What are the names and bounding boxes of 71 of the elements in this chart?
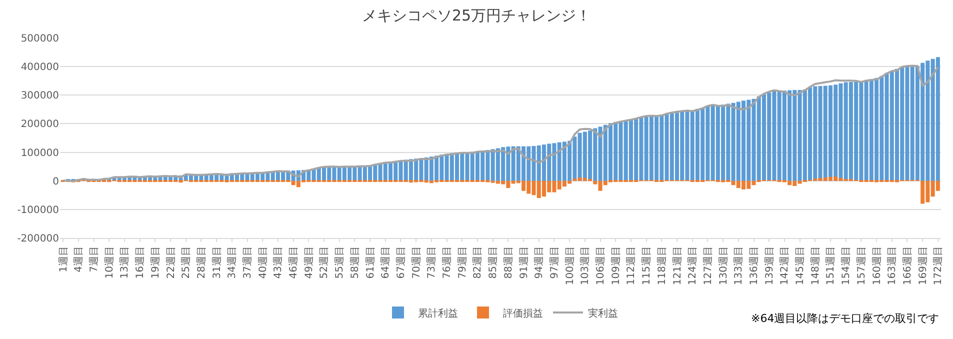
- x-tick-label: 49週目: [304, 246, 315, 279]
- x-tick-label: 139週目: [764, 246, 776, 286]
- y-tick-label: -200000: [17, 234, 59, 244]
- x-tick-label: 70週目: [411, 246, 422, 279]
- legend-label: 評価損益: [503, 307, 543, 320]
- x-tick-label: 163週目: [887, 246, 898, 286]
- chart-title: メキシコペソ25万円チャレンジ！: [362, 6, 592, 25]
- x-tick-label: 160週目: [872, 246, 883, 286]
- x-tick-label: 94週目: [534, 246, 546, 279]
- x-tick-label: 91週目: [518, 246, 530, 279]
- legend-label: 実利益: [588, 307, 618, 320]
- x-tick-label: 58週目: [350, 246, 361, 279]
- x-tick-label: 46週目: [288, 246, 300, 279]
- x-tick-label: 166週目: [902, 246, 914, 286]
- x-tick-label: 118週目: [656, 246, 668, 286]
- x-tick-label: 148週目: [810, 246, 822, 286]
- x-tick-label: 76週目: [442, 246, 454, 279]
- x-tick-label: 115週目: [642, 246, 653, 286]
- legend-label: 累計利益: [418, 307, 458, 320]
- x-tick-label: 22週目: [166, 246, 177, 279]
- y-tick-label: 100000: [20, 148, 59, 159]
- x-tick-label: 67週目: [396, 246, 407, 279]
- x-tick-label: 19週目: [150, 246, 162, 279]
- x-tick-label: 157週目: [856, 246, 868, 286]
- x-tick-label: 1週目: [58, 246, 70, 272]
- y-tick-label: 500000: [20, 34, 59, 44]
- x-tick-label: 112週目: [626, 246, 638, 286]
- x-tick-label: 136週目: [749, 246, 760, 286]
- y-tick-label: 200000: [20, 119, 59, 130]
- x-tick-label: 133週目: [734, 246, 745, 286]
- x-tick-label: 55週目: [334, 246, 346, 279]
- x-tick-label: 97週目: [549, 246, 560, 279]
- text: ※64週目以降はデモ口座での取引です: [751, 312, 940, 325]
- x-tick-label: 154週目: [841, 246, 852, 286]
- x-tick-label: 31週目: [212, 246, 223, 279]
- x-tick-label: 37週目: [242, 246, 254, 279]
- x-tick-label: 127週目: [702, 246, 714, 286]
- x-tick-label: 16週目: [135, 246, 146, 279]
- x-tick-label: 124週目: [688, 246, 699, 286]
- x-tick-label: 142週目: [780, 246, 791, 286]
- x-tick-label: 103週目: [580, 246, 592, 286]
- x-tick-label: 121週目: [672, 246, 684, 286]
- x-tick-label: 64週目: [380, 246, 392, 279]
- x-tick-label: 85週目: [488, 246, 500, 279]
- y-tick-label: 400000: [20, 62, 59, 74]
- x-tick-label: 145週目: [795, 246, 806, 286]
- x-tick-label: 130週目: [718, 246, 730, 286]
- x-tick-label: 73週目: [426, 246, 438, 279]
- x-tick-label: 151週目: [826, 246, 837, 286]
- x-tick-label: 169週目: [918, 246, 929, 286]
- y-tick-label: 300000: [20, 90, 59, 102]
- x-tick-label: 7週目: [89, 246, 100, 272]
- x-tick-label: 106週目: [596, 246, 607, 286]
- x-tick-label: 43週目: [273, 246, 284, 279]
- x-tick-label: 109週目: [610, 246, 622, 286]
- x-tick-label: 79週目: [457, 246, 468, 279]
- x-tick-label: 4週目: [74, 246, 85, 272]
- x-tick-label: 100週目: [564, 246, 576, 286]
- x-tick-label: 82週目: [472, 246, 484, 279]
- x-tick-label: 13週目: [120, 246, 131, 279]
- x-tick-label: 40週目: [258, 246, 269, 279]
- x-tick-label: 25週目: [181, 246, 192, 279]
- y-tick-label: -100000: [17, 204, 59, 216]
- x-tick-label: 88週目: [503, 246, 514, 279]
- x-tick-label: 61週目: [365, 246, 376, 279]
- y-tick-label: 0: [52, 176, 59, 188]
- x-tick-label: 28週目: [196, 246, 208, 279]
- x-tick-label: 172週目: [933, 246, 944, 286]
- x-tick-label: 34週目: [227, 246, 238, 279]
- x-tick-label: 10週目: [104, 246, 116, 279]
- x-tick-label: 52週目: [319, 246, 330, 279]
